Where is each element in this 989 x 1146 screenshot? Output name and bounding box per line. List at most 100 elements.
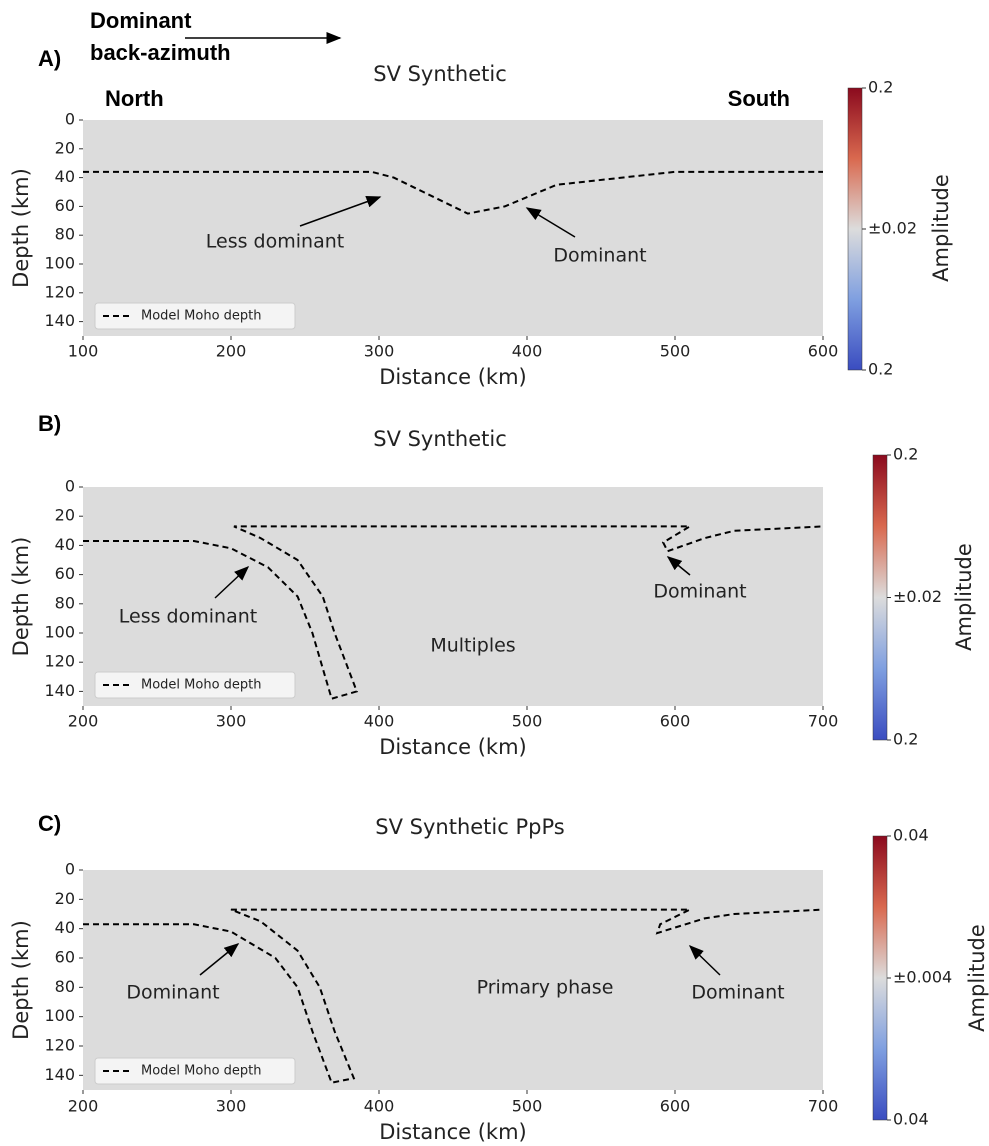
y-axis-label: Depth (km): [9, 920, 33, 1040]
x-tick-label: 700: [808, 1097, 839, 1116]
x-tick-label: 500: [512, 1097, 543, 1116]
y-tick-label: 80: [55, 225, 75, 244]
legend-box: [94, 671, 296, 699]
y-tick-label: 60: [55, 196, 75, 215]
y-tick-label: 100: [44, 623, 75, 642]
x-tick-label: 200: [68, 1097, 99, 1116]
annotation: Less dominant: [119, 606, 257, 628]
y-tick-label: 0: [65, 110, 75, 129]
annotation: Dominant: [126, 982, 219, 1004]
annotation: Dominant: [691, 982, 784, 1004]
chart-title: SV Synthetic: [373, 62, 507, 86]
chart-title: SV Synthetic PpPs: [375, 815, 564, 839]
panel-label: B): [38, 411, 61, 436]
legend-label: Model Moho depth: [141, 309, 262, 324]
colorbar-label: Amplitude: [965, 924, 989, 1032]
north-label: North: [105, 86, 164, 111]
y-tick-label: 60: [55, 948, 75, 967]
moho-line: [83, 170, 823, 215]
plot-area: [83, 870, 823, 1090]
colorbar: [872, 835, 888, 1121]
x-axis-label: Distance (km): [379, 735, 527, 759]
legend-label: Model Moho depth: [141, 1064, 262, 1079]
header-line: Dominant: [90, 8, 192, 33]
y-tick-label: 20: [55, 138, 75, 157]
x-tick-label: 300: [216, 1097, 247, 1116]
x-tick-label: 400: [512, 342, 543, 361]
plot-area: [83, 120, 823, 336]
x-tick-label: 400: [364, 712, 395, 731]
y-tick-label: 140: [44, 1065, 75, 1084]
header-line: back-azimuth: [90, 40, 231, 65]
annotation: Multiples: [430, 635, 515, 657]
colorbar: [872, 454, 888, 741]
annotation-arrow: [525, 207, 576, 238]
y-tick-label: 100: [44, 1006, 75, 1025]
colorbar-tick-label: 0.2: [868, 78, 893, 97]
y-tick-label: 80: [55, 593, 75, 612]
x-tick-label: 600: [660, 1097, 691, 1116]
x-tick-label: 600: [660, 712, 691, 731]
annotation: Dominant: [653, 581, 746, 603]
annotation: Less dominant: [206, 231, 344, 253]
y-tick-label: 140: [44, 681, 75, 700]
x-tick-label: 500: [512, 712, 543, 731]
south-label: South: [728, 86, 790, 111]
x-tick-label: 100: [68, 342, 99, 361]
moho-line: [83, 525, 824, 700]
x-tick-label: 400: [364, 1097, 395, 1116]
y-tick-label: 40: [55, 918, 75, 937]
y-tick-label: 0: [65, 477, 75, 496]
x-tick-label: 600: [808, 342, 839, 361]
x-axis-label: Distance (km): [379, 1120, 527, 1144]
x-tick-label: 300: [216, 712, 247, 731]
colorbar-label: Amplitude: [929, 174, 953, 282]
y-axis-label: Depth (km): [9, 168, 33, 288]
y-tick-label: 120: [44, 282, 75, 301]
chart-title: SV Synthetic: [373, 427, 507, 451]
y-tick-label: 60: [55, 564, 75, 583]
colorbar-tick-label: ±0.02: [868, 219, 917, 238]
x-tick-label: 300: [364, 342, 395, 361]
x-tick-label: 700: [808, 712, 839, 731]
colorbar-tick-label: 0.04: [893, 1110, 929, 1129]
y-tick-label: 0: [65, 860, 75, 879]
annotation-arrow: [199, 943, 240, 976]
colorbar-tick-label: 0.04: [893, 826, 929, 845]
x-tick-label: 200: [216, 342, 247, 361]
y-tick-label: 40: [55, 535, 75, 554]
panel-label: A): [38, 46, 61, 71]
panel-label: C): [38, 811, 61, 836]
colorbar-label: Amplitude: [952, 543, 976, 651]
x-axis-label: Distance (km): [379, 365, 527, 389]
y-tick-label: 20: [55, 889, 75, 908]
y-tick-label: 20: [55, 506, 75, 525]
y-tick-label: 120: [44, 1036, 75, 1055]
annotation: Dominant: [553, 245, 646, 267]
colorbar-tick-label: 0.2: [868, 360, 893, 379]
annotation-arrow: [214, 565, 250, 599]
colorbar-tick-label: ±0.004: [893, 968, 952, 987]
y-tick-label: 120: [44, 652, 75, 671]
x-tick-label: 500: [660, 342, 691, 361]
y-tick-label: 100: [44, 254, 75, 273]
legend-box: [94, 302, 296, 330]
colorbar-tick-label: 0.2: [893, 730, 918, 749]
annotation-arrow: [666, 556, 691, 576]
colorbar-tick-label: ±0.02: [893, 587, 942, 606]
legend-label: Model Moho depth: [141, 678, 262, 693]
y-tick-label: 80: [55, 977, 75, 996]
colorbar: [847, 87, 863, 371]
colorbar-tick-label: 0.2: [893, 445, 918, 464]
y-tick-label: 140: [44, 311, 75, 330]
annotation: Primary phase: [477, 977, 614, 999]
y-tick-label: 40: [55, 167, 75, 186]
plot-area: [83, 487, 823, 706]
moho-line: [83, 908, 824, 1084]
y-axis-label: Depth (km): [9, 537, 33, 657]
legend-box: [94, 1057, 296, 1085]
annotation-arrow: [688, 944, 721, 976]
x-tick-label: 200: [68, 712, 99, 731]
annotation-arrow: [299, 195, 382, 227]
